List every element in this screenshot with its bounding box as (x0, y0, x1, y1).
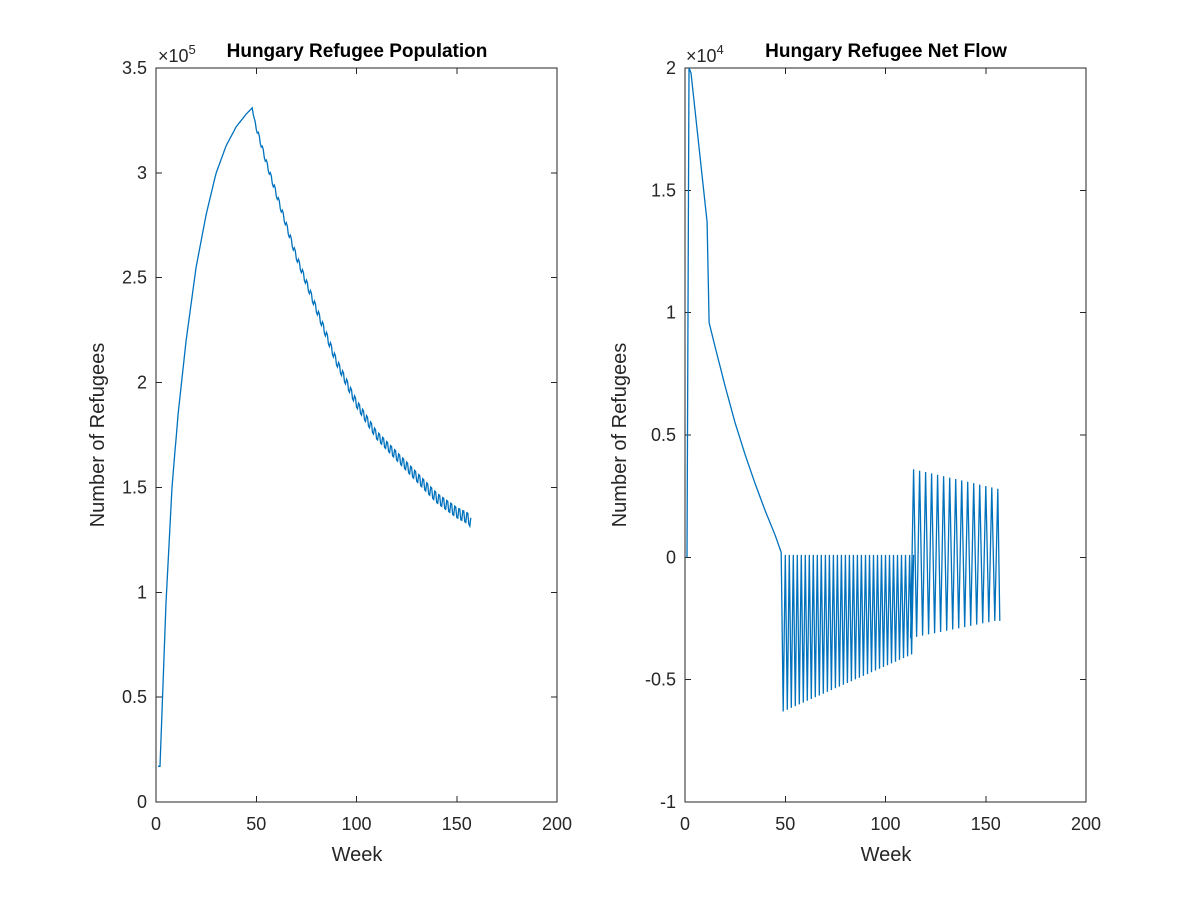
series-line (158, 106, 472, 767)
x-axis-label: Week (332, 844, 384, 866)
y-tick-label: 2 (137, 373, 147, 393)
exponent-base: ×10 (686, 46, 717, 66)
y-axis-label: Number of Refugees (87, 343, 109, 528)
x-tick-label: 150 (442, 814, 472, 834)
x-axis-ticks: 0 50 100 150 200 (680, 68, 1101, 834)
y-axis-exponent: ×104 (686, 42, 724, 66)
x-tick-label: 200 (1071, 814, 1101, 834)
y-tick-label: 1 (666, 303, 676, 323)
chart-title: Hungary Refugee Net Flow (765, 41, 1007, 62)
chart-title: Hungary Refugee Population (227, 41, 488, 62)
x-axis-label: Week (861, 844, 913, 866)
y-tick-label: 1 (137, 582, 147, 602)
axes-frame (684, 67, 1087, 803)
x-tick-label: 50 (775, 814, 795, 834)
y-tick-label: 3 (137, 163, 147, 183)
x-tick-label: 200 (542, 814, 572, 834)
y-axis-ticks: -1 -0.5 0 0.5 1 1.5 2 (645, 58, 1086, 812)
y-tick-label: 0.5 (122, 687, 147, 707)
axes-frame (155, 67, 558, 803)
y-tick-label: 1.5 (651, 180, 676, 200)
y-tick-label: -1 (660, 792, 676, 812)
y-tick-label: 3.5 (122, 58, 147, 78)
x-tick-label: 100 (341, 814, 371, 834)
y-axis-exponent: ×105 (158, 42, 196, 66)
x-tick-label: 150 (971, 814, 1001, 834)
net-flow-chart: 0 50 100 150 200 -1 -0.5 0 0.5 1 1.5 2 Hungary Ref… (609, 41, 1101, 866)
exponent-power: 5 (189, 42, 196, 57)
series-line (686, 67, 1001, 712)
x-tick-label: 0 (680, 814, 690, 834)
x-tick-label: 100 (870, 814, 900, 834)
y-axis-ticks: 0 0.5 1 1.5 2 2.5 3 3.5 (122, 58, 557, 812)
y-tick-label: 0.5 (651, 425, 676, 445)
y-tick-label: 1.5 (122, 477, 147, 497)
exponent-base: ×10 (158, 46, 189, 66)
y-axis-label: Number of Refugees (609, 343, 631, 528)
x-tick-label: 50 (246, 814, 266, 834)
exponent-power: 4 (717, 42, 724, 57)
y-tick-label: 0 (137, 792, 147, 812)
x-tick-label: 0 (151, 814, 161, 834)
y-tick-label: 2.5 (122, 268, 147, 288)
y-tick-label: 2 (666, 58, 676, 78)
y-tick-label: 0 (666, 547, 676, 567)
y-tick-label: -0.5 (645, 670, 676, 690)
x-axis-ticks: 0 50 100 150 200 (151, 68, 572, 834)
population-chart: 0 50 100 150 200 0 0.5 1 1.5 2 2.5 3 3.5 Hungary Re… (87, 41, 572, 866)
